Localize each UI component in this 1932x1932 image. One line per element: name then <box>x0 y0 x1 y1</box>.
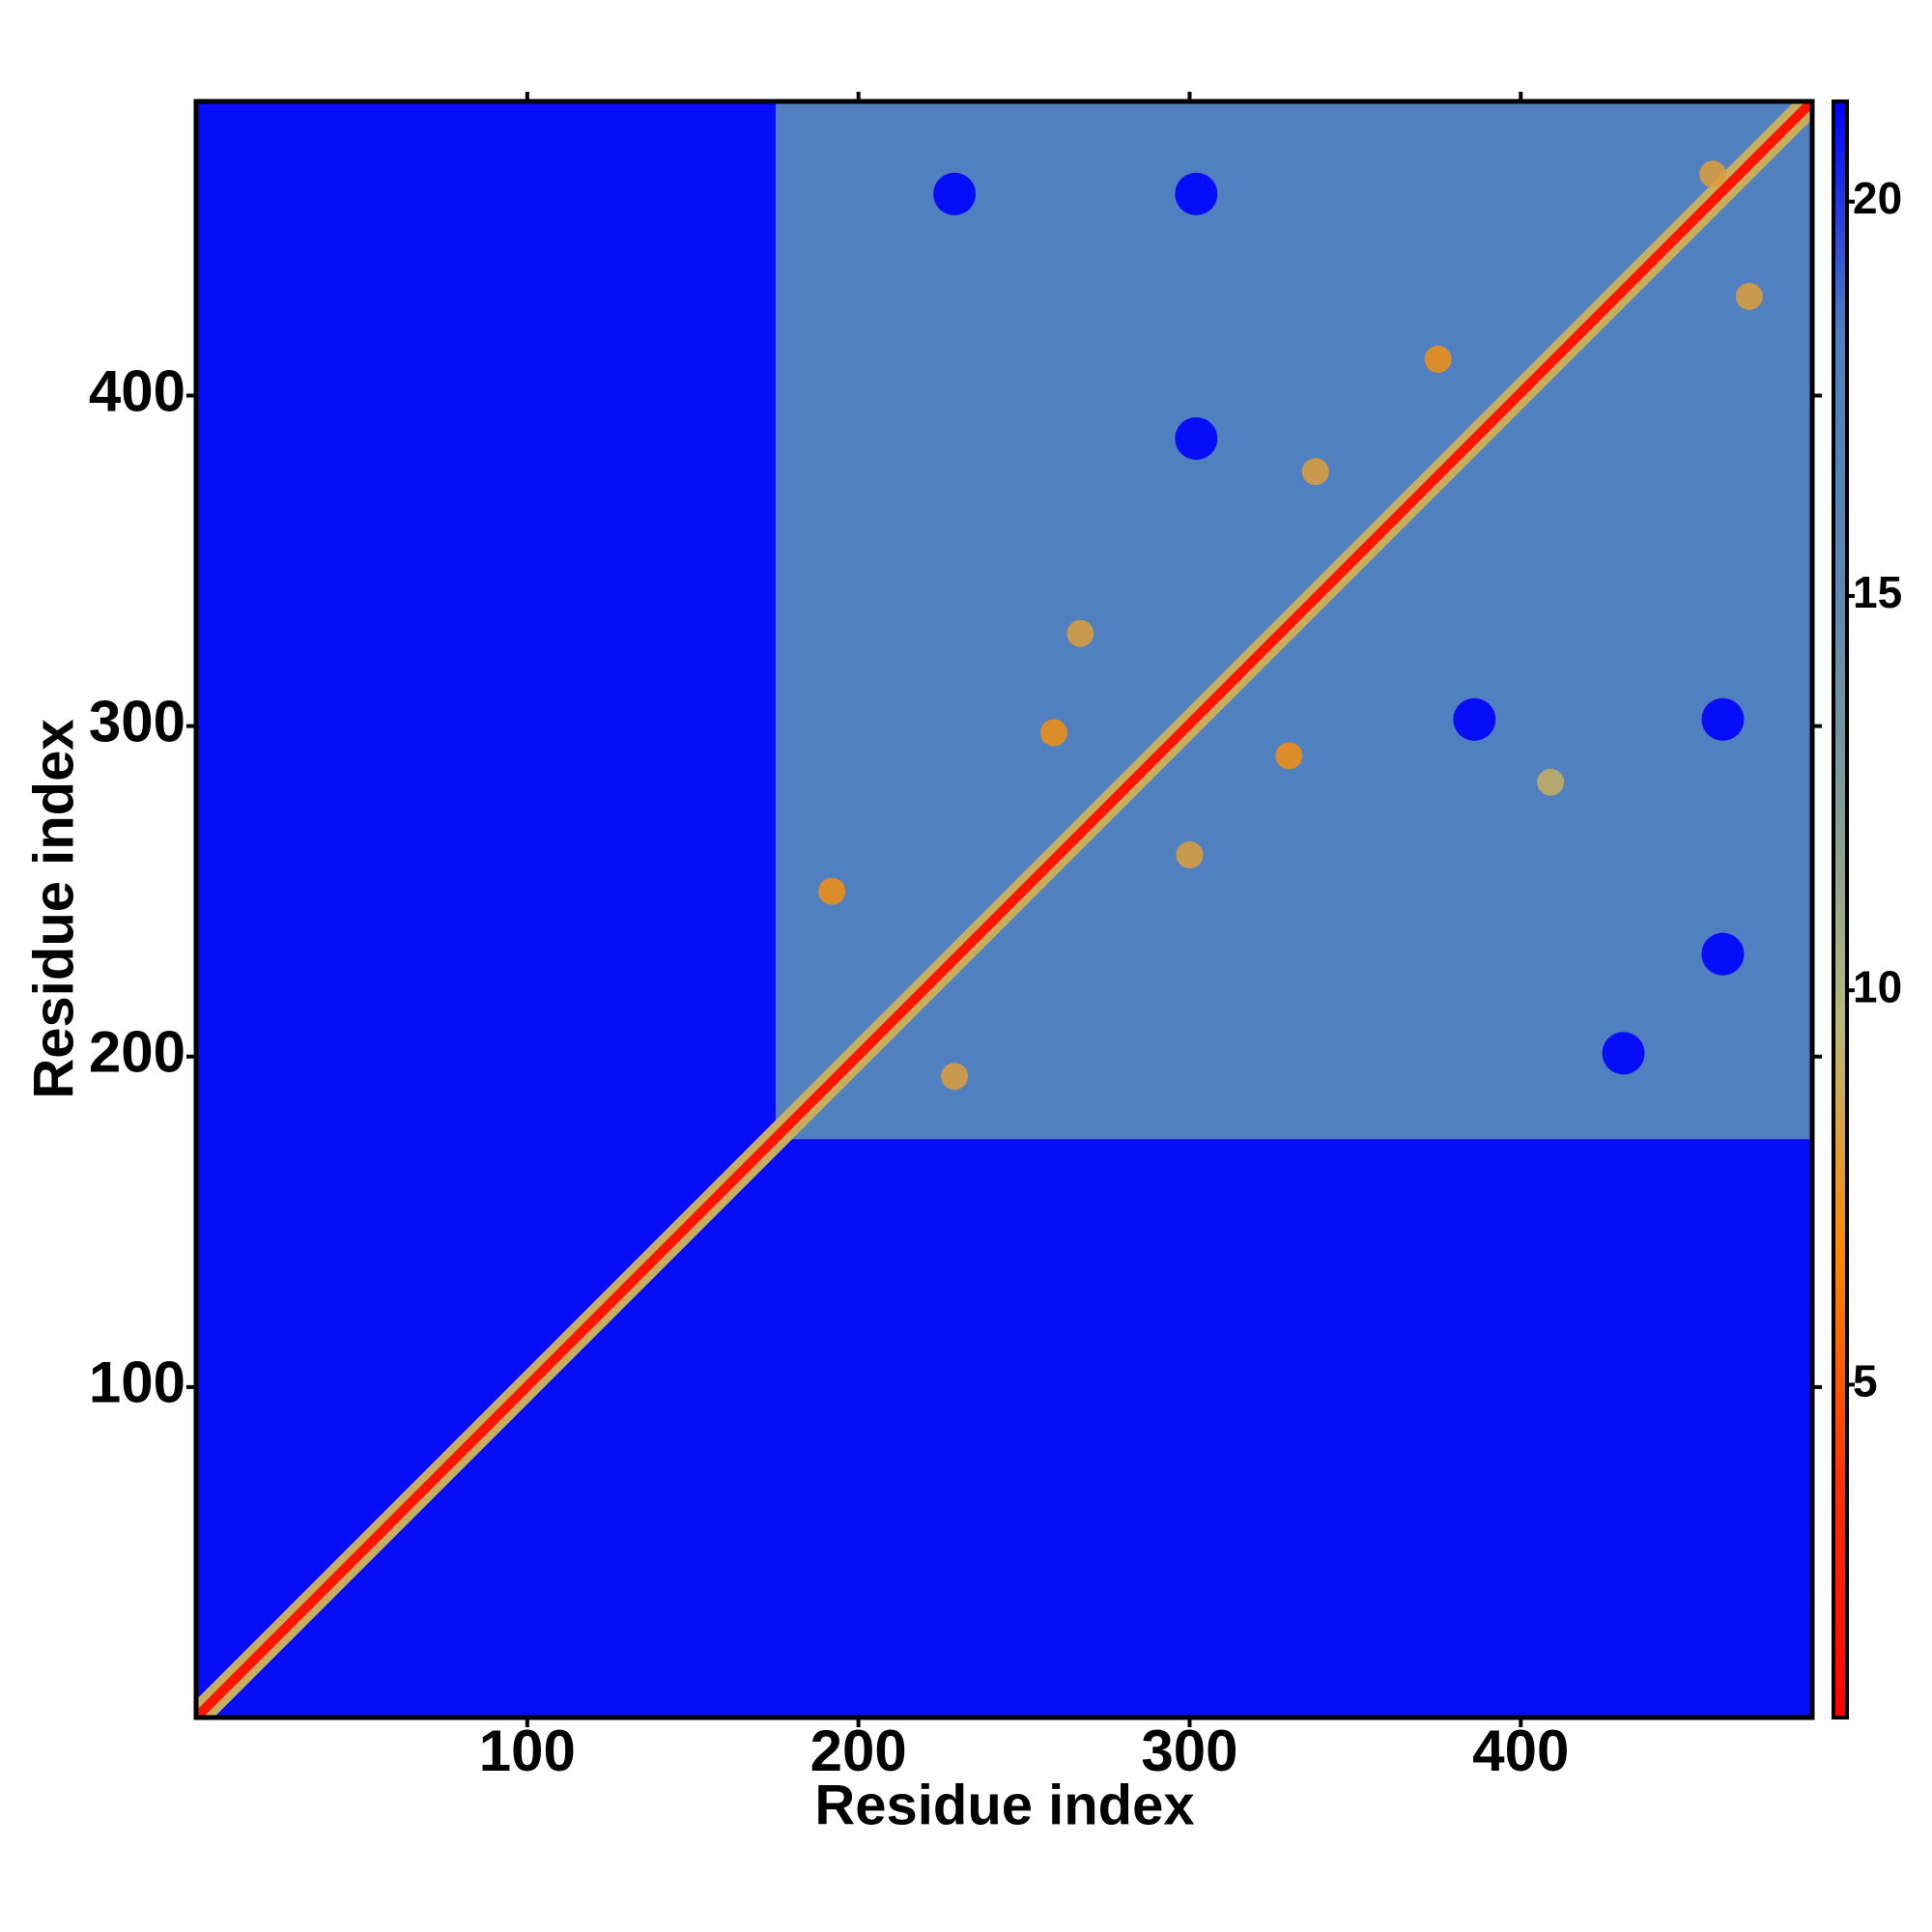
contact-spot <box>1701 932 1745 976</box>
contact-spot <box>1602 1032 1645 1075</box>
y-tick-label: 100 <box>89 1350 185 1415</box>
x-tick-label: 100 <box>479 1719 576 1783</box>
colorbar-tick-label: 15 <box>1853 567 1902 617</box>
y-tick-label: 400 <box>89 358 185 423</box>
contact-spot <box>1537 768 1565 796</box>
contact-spot <box>933 172 977 215</box>
contact-spot <box>1176 841 1204 869</box>
x-axis-title: Residue index <box>814 1774 1194 1836</box>
contact-spot <box>1066 619 1094 647</box>
contact-spot <box>1699 160 1727 188</box>
contact-spot <box>941 1063 969 1091</box>
diagonal <box>196 101 1812 1718</box>
contact-spot <box>1735 282 1763 310</box>
colorbar <box>1832 99 1849 1719</box>
colorbar-tick-label: 10 <box>1853 961 1902 1011</box>
x-tick-label: 300 <box>1141 1719 1237 1783</box>
contact-spot <box>1701 697 1745 741</box>
contact-spot <box>1453 697 1496 741</box>
x-tick-label: 200 <box>810 1719 907 1783</box>
contact-spot <box>1424 345 1452 373</box>
contact-spot <box>1301 458 1329 486</box>
colorbar-tick-label: 5 <box>1853 1356 1878 1406</box>
contact-spot <box>818 877 846 905</box>
contact-spot <box>1275 742 1303 770</box>
colorbar-tick-label: 20 <box>1853 173 1902 223</box>
contact-spot <box>1175 172 1218 215</box>
x-tick-label: 400 <box>1472 1719 1569 1783</box>
y-tick-label: 300 <box>89 689 185 753</box>
heatmap <box>196 101 1812 1718</box>
y-axis-title: Residue index <box>22 719 85 1098</box>
contact-spot <box>1175 416 1218 460</box>
plot-frame <box>193 99 1815 1720</box>
y-tick-label: 200 <box>89 1020 185 1085</box>
contact-spot <box>1039 719 1067 747</box>
